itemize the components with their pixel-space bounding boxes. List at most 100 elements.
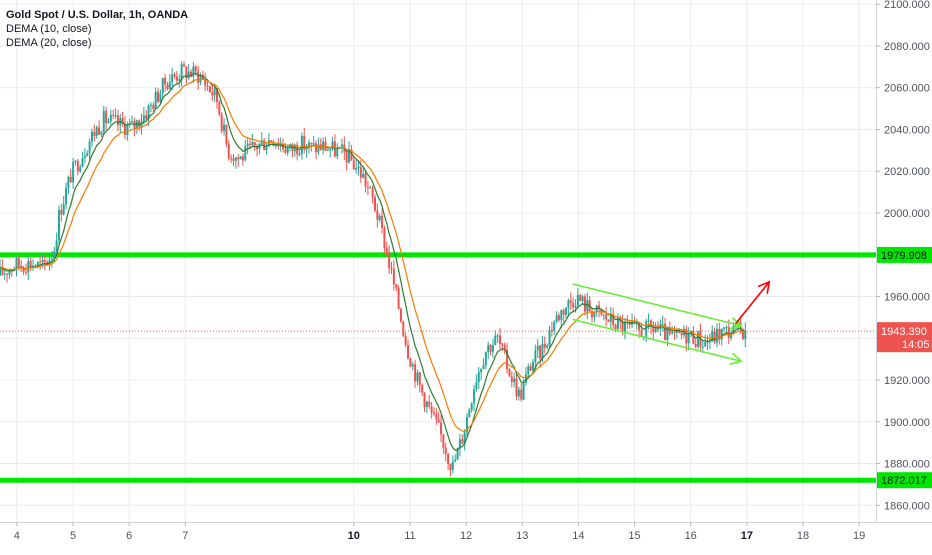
support-resistance-lines[interactable] <box>0 252 876 483</box>
candle-body <box>527 366 530 375</box>
candle-body <box>225 124 228 144</box>
candle-body <box>0 266 1 276</box>
candle-body <box>310 142 313 144</box>
candle-body <box>260 140 263 144</box>
candle-body <box>17 257 20 267</box>
candle-body <box>451 461 454 470</box>
candle-body <box>715 328 718 343</box>
candle-body <box>574 306 577 308</box>
candle-body <box>373 197 376 211</box>
candle-body <box>390 267 393 269</box>
candle-body <box>730 333 733 338</box>
candle-body <box>447 454 450 465</box>
candle-body <box>508 369 511 377</box>
candle-body <box>142 115 145 122</box>
candle-body <box>154 91 157 110</box>
candle-body <box>24 271 27 273</box>
candle-body <box>8 270 11 275</box>
candle-body <box>93 131 96 137</box>
drawings[interactable] <box>572 280 771 366</box>
candle-body <box>513 378 516 382</box>
candle-body <box>501 343 504 345</box>
candle-body <box>95 127 98 137</box>
candle-body <box>131 121 134 123</box>
candle-body <box>1 266 4 275</box>
candle-body <box>496 335 499 337</box>
candle-body <box>22 267 25 272</box>
price-tick-label: 2000.000 <box>884 208 930 220</box>
candle-body <box>465 416 468 433</box>
candle-body <box>173 74 176 77</box>
chart-title: Gold Spot / U.S. Dollar, 1h, OANDA <box>6 9 189 21</box>
candle-body <box>397 287 400 309</box>
candle-body <box>480 369 483 373</box>
candle-body <box>711 331 714 342</box>
candle-body <box>149 104 152 106</box>
candle-body <box>442 434 445 448</box>
time-tick-label: 11 <box>404 530 415 542</box>
candle-body <box>487 345 490 353</box>
price-tick-label: 1900.000 <box>884 417 930 429</box>
price-axis[interactable]: 2100.000 2080.000 2060.000 2040.000 2020.000… <box>876 0 932 550</box>
candle-body <box>329 149 332 151</box>
candle-body <box>432 412 435 414</box>
candle-body <box>192 66 195 77</box>
candle-body <box>649 320 652 327</box>
candle-body <box>376 210 379 220</box>
candle-body <box>557 315 560 321</box>
candle-body <box>586 300 589 312</box>
candle-body <box>524 374 527 383</box>
candle-body <box>718 328 721 340</box>
candle-body <box>404 336 407 345</box>
candle-body <box>461 439 464 444</box>
channel-upper-line[interactable] <box>572 283 742 327</box>
candle-body <box>614 325 617 330</box>
candle-body <box>282 144 285 150</box>
candle-body <box>548 330 551 346</box>
candle-body <box>72 161 75 183</box>
countdown-label: 14:05 <box>902 339 930 351</box>
candle-body <box>336 148 339 157</box>
candle-body <box>385 248 388 252</box>
candle-body <box>180 64 183 80</box>
candle-body <box>553 321 556 331</box>
candle-body <box>123 123 126 135</box>
grid <box>0 0 876 522</box>
candle-body <box>253 141 256 146</box>
candle-body <box>190 71 193 77</box>
candle-body <box>409 358 412 367</box>
indicator-dema-10[interactable]: DEMA (10, close) <box>6 23 92 35</box>
candle-body <box>399 308 402 322</box>
candle-body <box>423 392 426 408</box>
candle-body <box>411 364 414 367</box>
channel-lower-line[interactable] <box>572 318 742 363</box>
price-tick-label: 2020.000 <box>884 166 930 178</box>
candle-body <box>121 118 124 124</box>
candle-body <box>90 131 93 142</box>
candle-body <box>510 376 513 382</box>
candle-body <box>105 110 108 123</box>
candle-body <box>741 329 744 340</box>
candle-body <box>364 173 367 187</box>
candle-body <box>185 66 188 79</box>
candle-body <box>286 147 289 153</box>
indicator-dema-20[interactable]: DEMA (20, close) <box>6 37 92 49</box>
candle-body <box>645 321 648 337</box>
time-axis[interactable]: 4 5 6 7 10 11 12 13 14 15 16 17 18 19 <box>0 522 932 550</box>
candle-body <box>503 344 506 350</box>
candle-body <box>206 85 209 87</box>
candle-body <box>223 124 226 132</box>
price-axis-bg <box>876 0 932 550</box>
candle-body <box>218 101 221 115</box>
candle-body <box>43 260 46 263</box>
candle-body <box>378 215 381 220</box>
time-tick-label: 5 <box>70 530 76 542</box>
dema-10-line <box>0 72 746 451</box>
breakout-arrow[interactable] <box>734 281 770 325</box>
candle-body <box>326 149 329 151</box>
time-axis-bg <box>0 522 932 550</box>
candle-body <box>317 144 320 153</box>
candle-body <box>616 318 619 330</box>
